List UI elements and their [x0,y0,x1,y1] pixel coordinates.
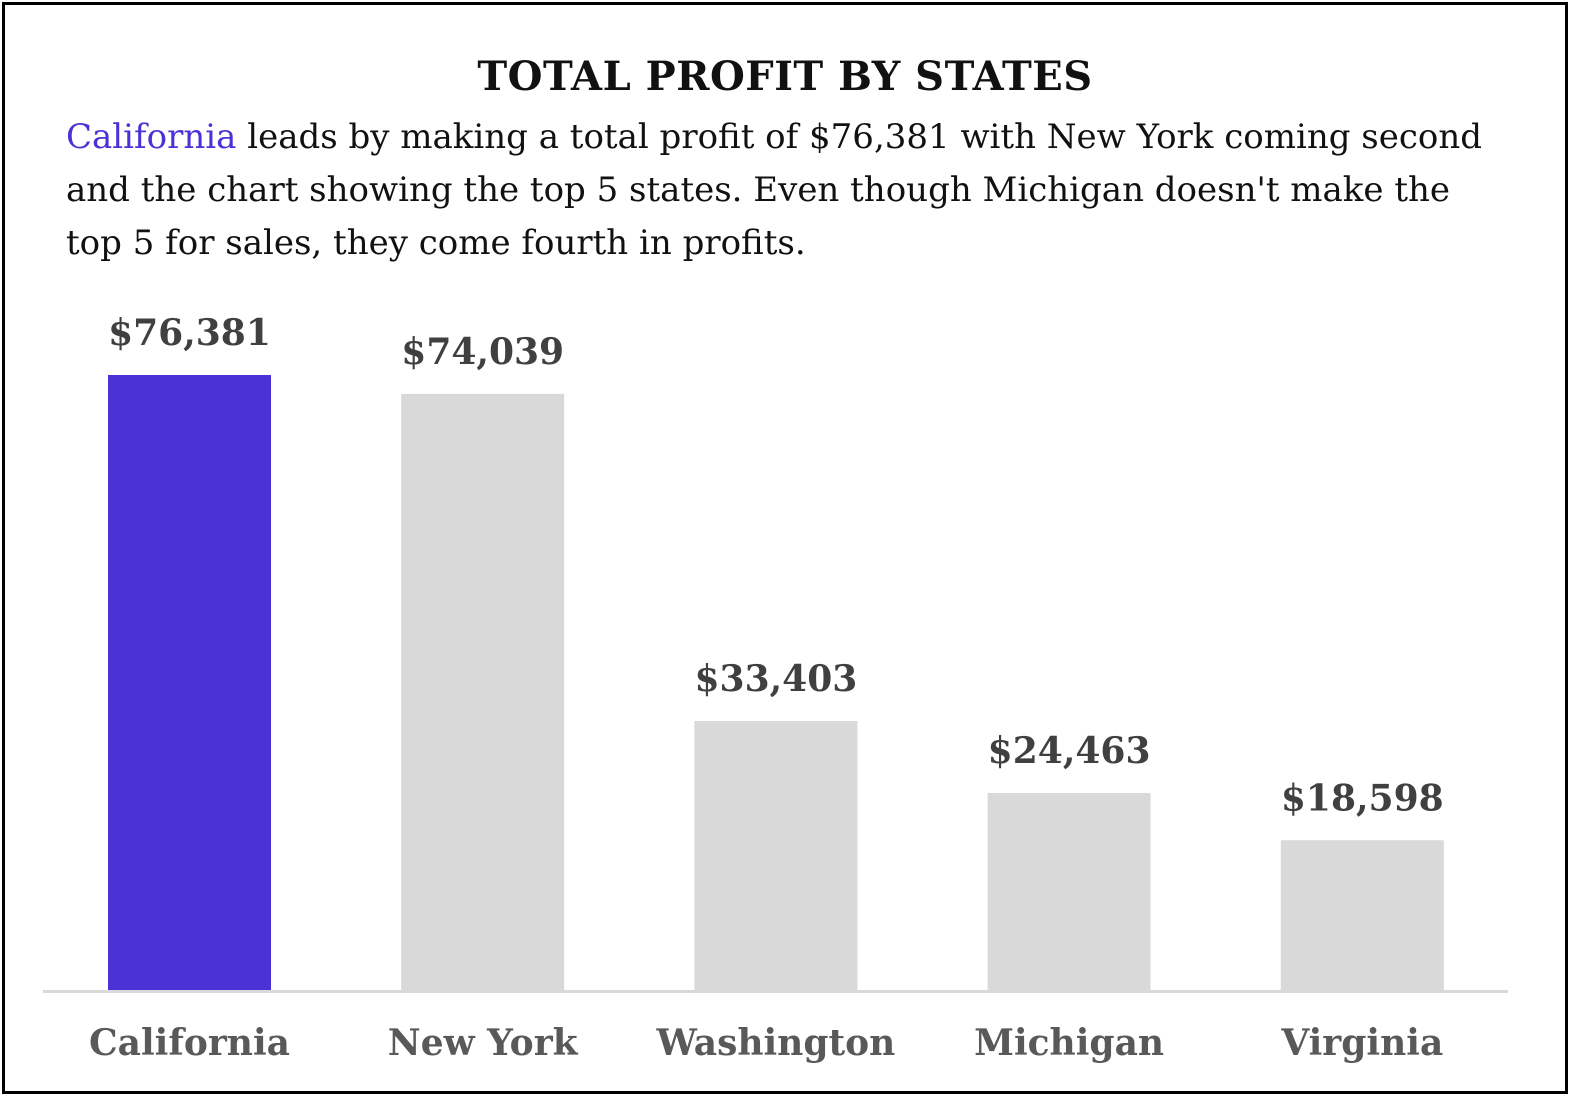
data-label: $24,463 [988,730,1151,772]
bar-michigan [987,793,1151,990]
x-tick-label: New York [388,1022,579,1064]
x-tick-label: Virginia [1280,1022,1443,1064]
bar-washington [694,721,858,990]
x-tick-label: Michigan [974,1022,1164,1064]
data-label: $18,598 [1281,777,1444,819]
bar-california [108,375,271,990]
data-label: $74,039 [401,331,564,373]
bar-virginia [1280,840,1444,990]
x-tick-label: Washington [655,1022,895,1064]
x-tick-label: California [89,1022,290,1064]
subtitle-highlight: California [66,117,237,157]
data-label: $33,403 [694,658,857,700]
subtitle-text: leads by making a total profit of $76,38… [66,117,1483,263]
bar-new-york [401,393,565,990]
bar-chart: $76,381 California $74,039 New York $33,403 W… [43,312,1508,1064]
chart-title: TOTAL PROFIT BY STATES [477,53,1093,100]
chart-subtitle: California leads by making a total profi… [66,111,1506,270]
data-label: $76,381 [108,312,271,354]
